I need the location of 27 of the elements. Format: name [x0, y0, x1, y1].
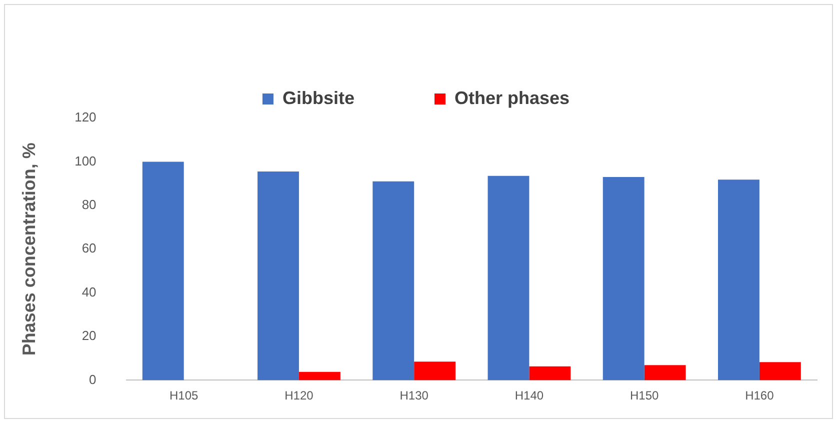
y-tick-label: 80 [82, 196, 96, 212]
bar [258, 172, 299, 380]
bar [759, 362, 801, 380]
bar [488, 176, 530, 380]
y-tick-label: 120 [74, 110, 96, 125]
legend-label: Other phases [454, 88, 570, 108]
bar [718, 180, 760, 380]
bar [142, 162, 184, 380]
bar [529, 366, 571, 380]
bar [644, 365, 686, 380]
y-tick-label: 40 [82, 284, 96, 300]
y-axis-title: Phases concentration, % [18, 142, 39, 356]
x-tick-label: H105 [170, 388, 199, 403]
x-tick-label: H150 [630, 388, 659, 403]
x-tick-label: H160 [745, 388, 774, 403]
y-tick-label: 60 [82, 240, 96, 256]
y-tick-label: 20 [82, 328, 96, 344]
bar [372, 181, 414, 380]
bar [414, 362, 456, 380]
x-tick-label: H130 [400, 388, 429, 403]
bar [602, 176, 644, 380]
bar [298, 372, 340, 380]
y-tick-label: 0 [89, 372, 96, 387]
legend-label: Gibbsite [282, 88, 354, 108]
y-tick-label: 100 [74, 153, 96, 168]
x-tick-label: H120 [284, 388, 314, 403]
x-tick-label: H140 [514, 388, 544, 403]
